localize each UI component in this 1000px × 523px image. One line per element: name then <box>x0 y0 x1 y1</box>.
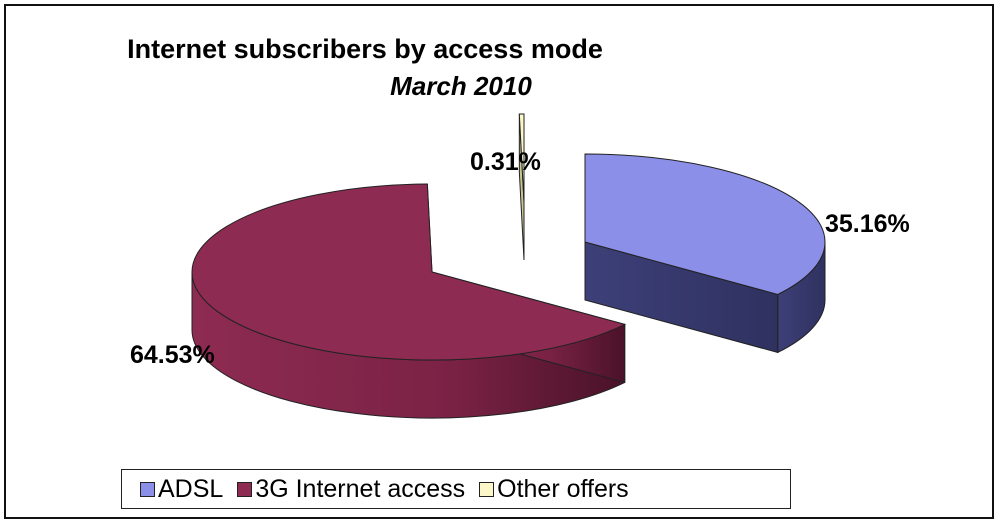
slice-3g-internet-access <box>191 183 627 419</box>
slice-top-adsl <box>584 153 826 295</box>
legend-item-adsl: ADSL <box>140 475 223 504</box>
legend-swatch-3g <box>237 481 253 497</box>
data-label-adsl: 35.16% <box>825 210 910 238</box>
legend: ADSL 3G Internet access Other offers <box>121 469 791 509</box>
data-label-3g-internet-access: 64.53% <box>130 341 215 369</box>
legend-swatch-other <box>479 481 495 497</box>
chart-subtitle-text: March 2010 <box>390 71 532 101</box>
legend-item-other: Other offers <box>479 475 629 504</box>
chart-frame <box>4 4 994 519</box>
legend-label-other: Other offers <box>497 474 629 503</box>
slice-adsl <box>584 153 826 354</box>
data-label-other-offers: 0.31% <box>470 148 541 176</box>
slice-top-other-offers <box>518 113 525 203</box>
legend-item-3g: 3G Internet access <box>237 475 465 504</box>
legend-swatch-adsl <box>140 481 155 497</box>
chart-title: Internet subscribers by access mode <box>127 34 603 64</box>
slice-other-offers <box>518 113 525 261</box>
legend-label-3g: 3G Internet access <box>255 474 466 503</box>
slice-top-3g-internet-access <box>191 183 627 361</box>
chart-subtitle: March 2010 <box>0 70 930 102</box>
legend-label-adsl: ADSL <box>158 474 224 503</box>
